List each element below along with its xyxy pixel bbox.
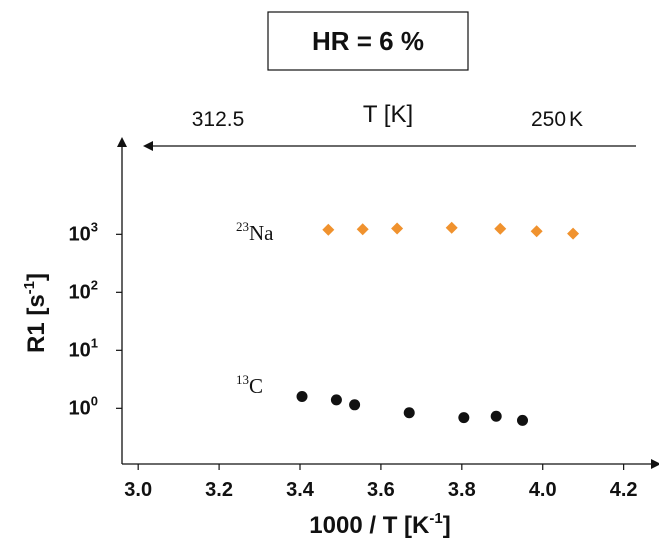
y-axis-label-text: R1 [s xyxy=(23,294,50,353)
y-tick-exponent: 1 xyxy=(91,335,98,350)
y-tick-exponent: 3 xyxy=(91,219,98,234)
series-label-na-name: Na xyxy=(249,221,274,245)
data-point-c xyxy=(330,394,342,406)
data-points xyxy=(296,221,580,426)
data-point-na xyxy=(391,222,404,235)
series-label-na-sup: 23 xyxy=(236,219,249,234)
x-axis-label: 1000 / T [K-1] xyxy=(309,510,450,539)
top-axis-left-tick: 312.5 xyxy=(192,108,245,131)
title-frame xyxy=(267,11,469,71)
data-point-na xyxy=(567,227,580,240)
data-point-na xyxy=(356,223,369,236)
series-label-c-sup: 13 xyxy=(236,372,249,387)
x-axis-label-text: 1000 / T [K xyxy=(309,512,430,539)
y-tick-base: 10 xyxy=(69,339,91,361)
series-label-c-name: C xyxy=(249,374,263,398)
data-point-na xyxy=(322,223,335,236)
data-point-c xyxy=(403,407,415,419)
x-ticks: 3.0 3.2 3.4 3.6 3.8 4.0 4.2 xyxy=(124,464,638,501)
y-tick-label: 101 xyxy=(69,335,98,361)
data-point-c xyxy=(296,390,308,402)
x-axis-label-end: ] xyxy=(443,512,451,539)
x-axis-label-sup: -1 xyxy=(429,510,442,527)
top-axis: T [K] 312.5 250 K xyxy=(143,101,636,151)
top-axis-right-tick: 250 K xyxy=(531,108,583,131)
chart-title: HR = 6 % xyxy=(312,26,424,56)
x-tick-label: 3.2 xyxy=(205,479,233,501)
y-tick-base: 10 xyxy=(69,223,91,245)
title-box: HR = 6 % xyxy=(267,11,469,71)
series-label-na: 23Na xyxy=(236,219,274,245)
y-axis-label-sup: -1 xyxy=(21,281,38,294)
data-point-c xyxy=(349,399,361,411)
data-point-na xyxy=(445,221,458,234)
y-tick-label: 102 xyxy=(69,277,98,303)
y-tick-exponent: 0 xyxy=(91,393,98,408)
y-tick-label: 103 xyxy=(69,219,98,245)
top-axis-right-tick-value: 250 xyxy=(531,108,566,131)
x-tick-label: 3.4 xyxy=(286,479,315,501)
y-axis-label-end: ] xyxy=(23,273,50,281)
x-tick-label: 3.0 xyxy=(124,479,152,501)
x-tick-label: 3.8 xyxy=(448,479,476,501)
data-point-c xyxy=(458,412,470,424)
data-point-c xyxy=(517,414,528,426)
y-axis-label: R1 [s-1] xyxy=(21,273,50,353)
axes xyxy=(117,137,659,469)
data-point-na xyxy=(494,222,507,235)
y-tick-label: 100 xyxy=(69,393,98,419)
y-tick-exponent: 2 xyxy=(91,277,98,292)
top-axis-right-tick-unit: K xyxy=(569,108,583,131)
y-tick-base: 10 xyxy=(69,281,91,303)
y-tick-base: 10 xyxy=(69,397,91,419)
series-label-c: 13C xyxy=(236,372,263,398)
x-tick-label: 4.0 xyxy=(529,479,557,501)
x-tick-label: 3.6 xyxy=(367,479,395,501)
x-tick-label: 4.2 xyxy=(610,479,638,501)
data-point-na xyxy=(530,225,543,238)
top-axis-label: T [K] xyxy=(363,101,413,128)
data-point-c xyxy=(490,410,502,422)
